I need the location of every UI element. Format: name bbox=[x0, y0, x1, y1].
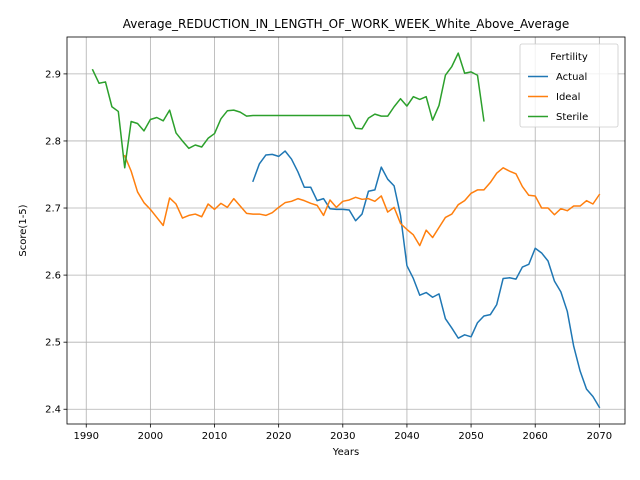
x-tick-label: 2030 bbox=[330, 431, 355, 442]
y-tick-label: 2.5 bbox=[45, 338, 61, 349]
x-tick-label: 2040 bbox=[394, 431, 419, 442]
series-line-sterile bbox=[91, 52, 485, 169]
legend-title: Fertility bbox=[550, 52, 588, 63]
y-tick-label: 2.8 bbox=[45, 136, 61, 147]
x-tick-label: 2020 bbox=[266, 431, 291, 442]
x-tick-label: 2000 bbox=[138, 431, 163, 442]
legend-label-actual: Actual bbox=[556, 72, 587, 83]
legend: Fertility Actual Ideal Sterile bbox=[519, 43, 619, 128]
y-axis-label: Score(1-5) bbox=[18, 204, 29, 256]
x-tick-label: 2070 bbox=[587, 431, 612, 442]
x-tick-label: 2060 bbox=[522, 431, 547, 442]
y-tick-label: 2.7 bbox=[45, 204, 61, 215]
x-axis: 1990 2000 2010 2020 2030 2040 2050 2060 2070 bbox=[74, 424, 612, 442]
legend-box bbox=[519, 43, 619, 128]
y-tick-label: 2.9 bbox=[45, 69, 61, 80]
series-line-ideal bbox=[123, 154, 601, 247]
x-tick-label: 2050 bbox=[458, 431, 483, 442]
series-line-actual bbox=[252, 150, 601, 409]
x-tick-label: 2010 bbox=[202, 431, 227, 442]
plot-frame bbox=[66, 36, 626, 425]
y-tick-label: 2.4 bbox=[45, 405, 61, 416]
chart-title: Average_REDUCTION_IN_LENGTH_OF_WORK_WEEK… bbox=[123, 17, 569, 31]
y-axis: 2.4 2.5 2.6 2.7 2.8 2.9 bbox=[45, 69, 67, 416]
y-tick-label: 2.6 bbox=[45, 271, 61, 282]
series-layer bbox=[91, 52, 601, 409]
x-axis-label: Years bbox=[332, 447, 359, 458]
legend-label-ideal: Ideal bbox=[556, 92, 580, 103]
legend-label-sterile: Sterile bbox=[556, 112, 588, 123]
x-tick-label: 1990 bbox=[74, 431, 99, 442]
